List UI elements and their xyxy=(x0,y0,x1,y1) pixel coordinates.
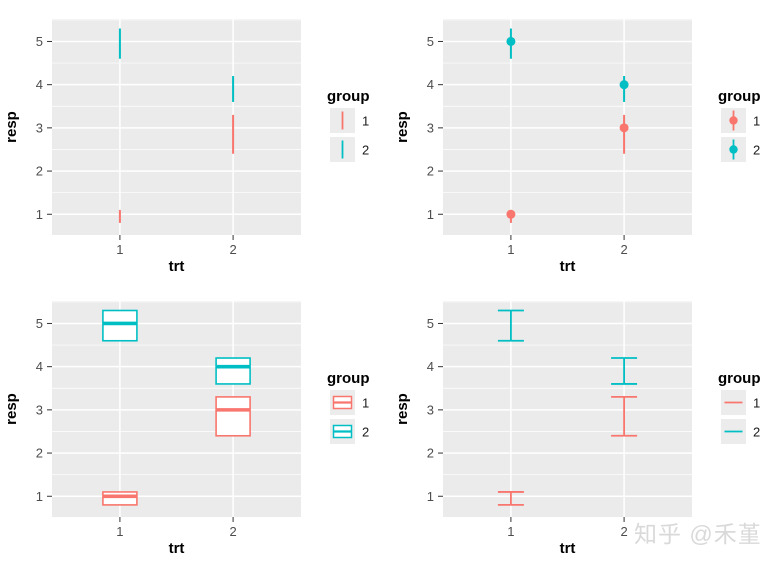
y-tick-label: 1 xyxy=(36,207,43,222)
pointrange-point xyxy=(506,209,516,219)
y-tick-label: 1 xyxy=(427,207,434,222)
y-tick-label: 2 xyxy=(427,164,434,179)
legend-glyph-pointrange-point xyxy=(729,116,738,125)
legend-title: group xyxy=(327,88,370,105)
y-axis-title: resp xyxy=(394,393,411,425)
chart-top-left-linerange: 1 2 3 4 5 1 2 trt resp group 1 2 xyxy=(3,19,370,275)
legend-entry-label: 1 xyxy=(753,396,760,411)
y-tick-label: 3 xyxy=(427,402,434,417)
y-tick-label: 4 xyxy=(427,359,434,374)
y-tick-label: 4 xyxy=(36,77,43,92)
y-tick-label: 1 xyxy=(427,489,434,504)
y-tick-label: 3 xyxy=(36,402,43,417)
x-tick-label: 1 xyxy=(116,242,123,257)
chart-bottom-left-crossbar: 1 2 3 4 5 1 2 trt resp group 1 2 xyxy=(3,301,370,557)
x-tick-label: 2 xyxy=(620,242,627,257)
watermark-text: 知乎 @禾堇 xyxy=(634,521,762,547)
legend-entry-label: 2 xyxy=(753,143,760,158)
y-axis-title: resp xyxy=(394,111,411,143)
plot-panel xyxy=(52,19,301,235)
y-tick-label: 3 xyxy=(427,120,434,135)
y-tick-label: 2 xyxy=(36,164,43,179)
x-tick-label: 2 xyxy=(620,524,627,539)
crossbar-box xyxy=(215,357,251,385)
y-tick-label: 2 xyxy=(36,446,43,461)
x-tick-label: 1 xyxy=(116,524,123,539)
legend-entry-label: 1 xyxy=(362,114,369,129)
plot-panel xyxy=(443,301,692,517)
x-axis-title: trt xyxy=(560,540,576,557)
legend-glyph-pointrange-point xyxy=(729,145,738,154)
legend-title: group xyxy=(718,370,761,387)
x-axis-title: trt xyxy=(560,258,576,275)
x-tick-label: 1 xyxy=(507,242,514,257)
x-axis-title: trt xyxy=(169,258,185,275)
crossbar-box xyxy=(102,309,138,342)
crossbar-box xyxy=(215,396,251,437)
legend-entry-label: 2 xyxy=(362,143,369,158)
y-tick-label: 5 xyxy=(427,34,434,49)
pointrange-point xyxy=(619,123,629,133)
chart-bottom-right-errorbar: 1 2 3 4 5 1 2 trt resp group 1 2 xyxy=(394,301,761,557)
y-tick-label: 4 xyxy=(427,77,434,92)
y-tick-label: 2 xyxy=(427,446,434,461)
y-tick-label: 5 xyxy=(36,34,43,49)
y-tick-label: 1 xyxy=(36,489,43,504)
legend-title: group xyxy=(327,370,370,387)
plot-panel xyxy=(443,19,692,235)
y-tick-label: 3 xyxy=(36,120,43,135)
x-axis-title: trt xyxy=(169,540,185,557)
x-tick-label: 2 xyxy=(229,524,236,539)
y-axis-title: resp xyxy=(3,393,20,425)
crossbar-box xyxy=(102,491,138,506)
y-axis-title: resp xyxy=(3,111,20,143)
pointrange-point xyxy=(619,80,629,90)
y-tick-label: 5 xyxy=(36,316,43,331)
x-tick-label: 2 xyxy=(229,242,236,257)
legend-entry-label: 2 xyxy=(753,425,760,440)
y-tick-label: 4 xyxy=(36,359,43,374)
plot-panel xyxy=(52,301,301,517)
y-tick-label: 5 xyxy=(427,316,434,331)
legend-entry-label: 2 xyxy=(362,425,369,440)
legend-title: group xyxy=(718,88,761,105)
x-tick-label: 1 xyxy=(507,524,514,539)
pointrange-point xyxy=(506,36,516,46)
chart-top-right-pointrange: 1 2 3 4 5 1 2 trt resp group 1 2 xyxy=(394,19,761,275)
legend-entry-label: 1 xyxy=(753,114,760,129)
legend-entry-label: 1 xyxy=(362,396,369,411)
